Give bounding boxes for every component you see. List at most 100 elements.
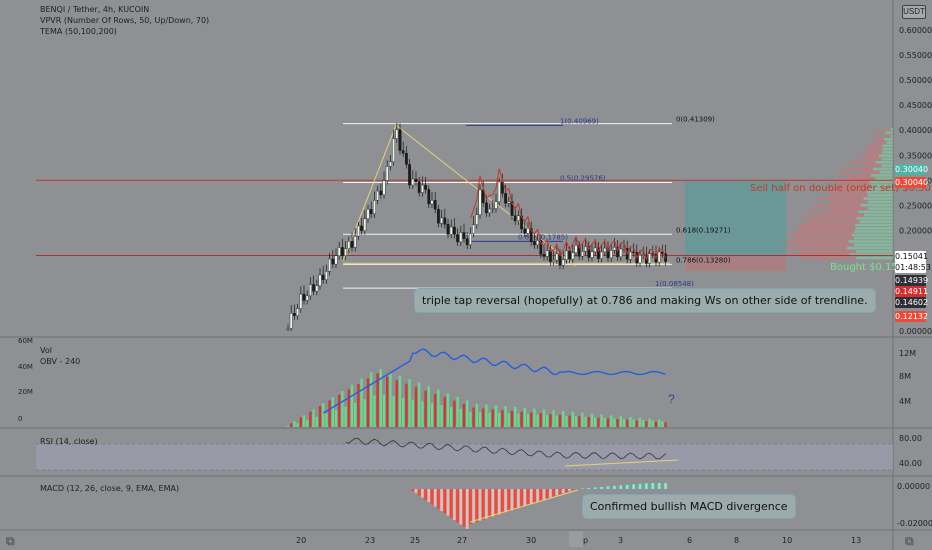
obv-tick-label: 8M xyxy=(899,372,911,381)
volume-bar xyxy=(392,396,395,427)
vpvr-bar xyxy=(827,190,867,194)
obv-label[interactable]: OBV - 240 xyxy=(40,357,81,366)
vpvr-bar xyxy=(849,161,876,164)
obv-tick-label: 12M xyxy=(899,349,916,358)
candle xyxy=(616,247,620,258)
volume-bar xyxy=(402,397,405,427)
vpvr-bar xyxy=(881,157,893,161)
candle xyxy=(568,250,572,260)
candle xyxy=(539,240,543,255)
macd-histogram-bar xyxy=(549,489,552,498)
price-tag: 0.15041 xyxy=(895,251,929,262)
indicator-vpvr-label[interactable]: VPVR (Number Of Rows, 50, Up/Down, 70) xyxy=(40,16,210,25)
macd-histogram-bar xyxy=(645,483,648,489)
volume-bar xyxy=(302,415,306,427)
candle xyxy=(421,184,424,193)
vpvr-bar xyxy=(796,230,855,233)
indicator-tema-label[interactable]: TEMA (50,100,200) xyxy=(40,27,117,36)
vpvr-bar xyxy=(887,134,891,138)
candle xyxy=(382,180,386,195)
vpvr-bar xyxy=(858,210,893,214)
candle xyxy=(389,161,392,167)
candle xyxy=(395,129,399,140)
candle xyxy=(465,238,469,246)
volume-bar xyxy=(504,406,507,427)
vpvr-bar xyxy=(867,144,883,148)
candle xyxy=(449,226,453,235)
vpvr-bar xyxy=(837,174,871,177)
macd-histogram-bar xyxy=(421,489,424,498)
candle xyxy=(542,254,546,257)
volume-bar xyxy=(482,408,485,427)
candle xyxy=(494,201,498,209)
macd-histogram-bar xyxy=(472,489,475,523)
volume-bar xyxy=(344,406,347,427)
volume-bar xyxy=(434,393,437,427)
candle xyxy=(376,190,379,201)
vpvr-bar xyxy=(882,144,893,148)
callout-triple-tap[interactable]: triple tap reversal (hopefully) at 0.786… xyxy=(414,288,876,313)
vpvr-bar xyxy=(875,177,893,181)
vpvr-bar xyxy=(881,164,893,167)
candle xyxy=(491,208,495,210)
candle xyxy=(353,235,357,248)
vpvr-bar xyxy=(795,236,854,240)
volume-bar xyxy=(440,404,443,427)
fib-label: 0.618(0.1785) xyxy=(518,233,568,241)
volume-bar xyxy=(622,418,626,427)
volume-bar xyxy=(574,416,578,427)
candle xyxy=(437,209,440,224)
vpvr-bar xyxy=(854,230,893,233)
vpvr-bar xyxy=(777,246,847,250)
candle xyxy=(552,259,556,262)
vpvr-bar xyxy=(853,236,893,240)
macd-histogram-bar xyxy=(440,489,443,512)
vpvr-bar xyxy=(798,223,856,227)
macd-histogram-bar xyxy=(555,489,559,496)
macd-label[interactable]: MACD (12, 26, close, 9, EMA, EMA) xyxy=(40,484,180,493)
macd-histogram-bar xyxy=(552,489,555,497)
volume-bar xyxy=(459,408,462,427)
rsi-label[interactable]: RSI (14, close) xyxy=(40,437,98,446)
volume-bar xyxy=(328,400,331,427)
fib-label: 0.786(0.13280) xyxy=(676,256,731,264)
vpvr-bar xyxy=(866,147,883,151)
volume-bar xyxy=(462,403,466,427)
fib-label: 1(0.40969) xyxy=(560,117,599,125)
candle xyxy=(517,215,520,222)
macd-histogram-bar xyxy=(616,485,619,489)
candle xyxy=(603,247,607,253)
time-tick-label: 27 xyxy=(457,536,467,545)
macd-histogram-bar xyxy=(632,484,635,489)
vpvr-bar xyxy=(859,170,880,174)
macd-histogram-bar xyxy=(446,489,450,516)
candle xyxy=(501,181,504,194)
volume-bar xyxy=(645,421,648,427)
volume-bar xyxy=(296,423,299,427)
time-tick-label: 10 xyxy=(782,536,792,545)
candle xyxy=(577,245,581,257)
volume-bar xyxy=(424,390,427,427)
currency-button[interactable]: USDT xyxy=(902,5,926,19)
candle xyxy=(369,209,373,215)
candle xyxy=(357,225,360,237)
macd-histogram-bar xyxy=(584,488,587,489)
volume-label[interactable]: Vol xyxy=(40,346,52,355)
callout-macd-divergence[interactable]: Confirmed bullish MACD divergence xyxy=(582,494,796,519)
volume-bar xyxy=(485,404,488,427)
macd-histogram-bar xyxy=(430,489,434,505)
volume-bar xyxy=(510,410,514,427)
candle xyxy=(293,313,296,316)
vpvr-bar xyxy=(834,180,870,184)
candle xyxy=(443,217,447,225)
price-tick-label: 0.00000 xyxy=(899,327,932,336)
obv-tick-label: 4M xyxy=(899,397,911,406)
macd-histogram-bar xyxy=(635,484,639,489)
volume-bar xyxy=(466,400,469,427)
vpvr-bar xyxy=(809,220,860,223)
volume-bar xyxy=(517,413,520,427)
volume-bar xyxy=(334,410,338,427)
candle xyxy=(641,254,645,256)
volume-bar xyxy=(587,417,590,427)
